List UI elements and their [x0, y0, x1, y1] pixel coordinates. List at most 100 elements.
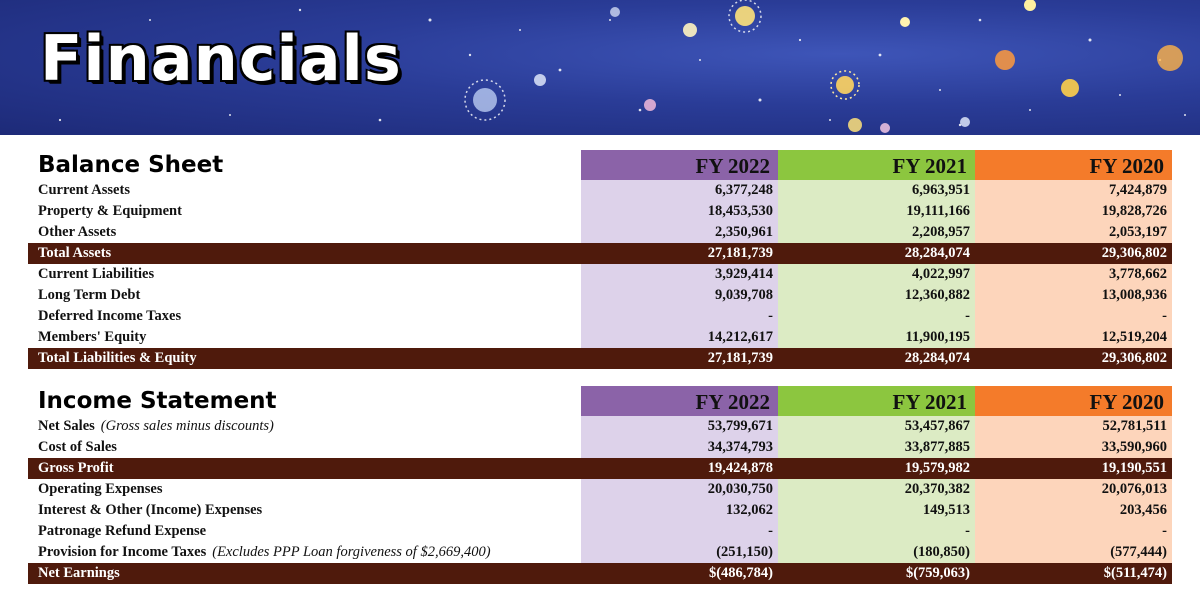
- value-cell-fy2022: 27,181,739: [707, 350, 773, 366]
- row-label: Net Sales (Gross sales minus discounts): [38, 416, 274, 437]
- income-statement-rows: Net Sales (Gross sales minus discounts) 53…: [28, 416, 1172, 584]
- value-cell-fy2020: (577,444): [975, 542, 1172, 563]
- row-label: Gross Profit: [38, 458, 114, 479]
- column-header-fy2020: FY 2020: [975, 386, 1172, 416]
- value-cell-fy2020: 3,778,662: [975, 264, 1172, 285]
- value-cell-fy2020: -: [975, 521, 1172, 542]
- row-label-text: Total Assets: [38, 245, 112, 261]
- row-label: Total Assets: [38, 243, 111, 264]
- value-cell-fy2021: 11,900,195: [778, 327, 975, 348]
- value-cell-fy2021: 20,370,382: [778, 479, 975, 500]
- value-cell-fy2022: $(486,784): [708, 565, 773, 581]
- value-cell-fy2021: 2,208,957: [778, 222, 975, 243]
- row-label: Net Earnings: [38, 563, 120, 584]
- total-row: Gross Profit 19,424,878 19,579,982 19,190,5…: [28, 458, 1172, 479]
- value-cell-fy2021: 6,963,951: [778, 180, 975, 201]
- table-row: Interest & Other (Income) Expenses 132,06…: [28, 500, 1172, 521]
- income-statement-table: Income Statement FY 2022 FY 2021 FY 2020…: [28, 386, 1172, 584]
- value-cell-fy2022: 6,377,248: [581, 180, 778, 201]
- value-cell-fy2021: 12,360,882: [778, 285, 975, 306]
- table-row: Provision for Income Taxes (Excludes PPP …: [28, 542, 1172, 563]
- table-row: Patronage Refund Expense - - -: [28, 521, 1172, 542]
- row-label: Operating Expenses: [38, 479, 162, 500]
- value-cell-fy2022: 27,181,739: [707, 245, 773, 261]
- row-label: Other Assets: [38, 222, 116, 243]
- row-label: Cost of Sales: [38, 437, 117, 458]
- table-row: Long Term Debt 9,039,708 12,360,882 13,008,…: [28, 285, 1172, 306]
- row-label-text: Current Assets: [38, 182, 130, 198]
- total-row: Net Earnings $(486,784) $(759,063) $(511,47…: [28, 563, 1172, 584]
- row-label-text: Other Assets: [38, 224, 117, 240]
- value-cell-fy2022: 53,799,671: [581, 416, 778, 437]
- column-header-fy2020: FY 2020: [975, 150, 1172, 180]
- table-row: Other Assets 2,350,961 2,208,957 2,053,197: [28, 222, 1172, 243]
- value-cell-fy2020: -: [975, 306, 1172, 327]
- value-cell-fy2020: 7,424,879: [975, 180, 1172, 201]
- value-cell-fy2022: -: [581, 306, 778, 327]
- value-cell-fy2020: 2,053,197: [975, 222, 1172, 243]
- value-cell-fy2020: 12,519,204: [975, 327, 1172, 348]
- row-label: Patronage Refund Expense: [38, 521, 206, 542]
- row-label: Deferred Income Taxes: [38, 306, 181, 327]
- value-cell-fy2020: 19,828,726: [975, 201, 1172, 222]
- value-cell-fy2021: 19,111,166: [778, 201, 975, 222]
- value-cell-fy2022: 2,350,961: [581, 222, 778, 243]
- row-label-text: Provision for Income Taxes: [38, 544, 207, 560]
- header-banner: Financials: [0, 0, 1200, 135]
- table-row: Members' Equity 14,212,617 11,900,195 12,51…: [28, 327, 1172, 348]
- row-label-text: Cost of Sales: [38, 439, 117, 455]
- value-cell-fy2020: $(511,474): [1103, 565, 1167, 581]
- balance-sheet-table: Balance Sheet FY 2022 FY 2021 FY 2020 Cu…: [28, 150, 1172, 369]
- value-cell-fy2020: 13,008,936: [975, 285, 1172, 306]
- row-label: Interest & Other (Income) Expenses: [38, 500, 262, 521]
- value-cell-fy2021: $(759,063): [905, 565, 970, 581]
- row-label-text: Deferred Income Taxes: [38, 308, 182, 324]
- row-label: Total Liabilities & Equity: [38, 348, 197, 369]
- row-label-text: Current Liabilities: [38, 266, 155, 282]
- balance-sheet-rows: Current Assets 6,377,248 6,963,951 7,424,87…: [28, 180, 1172, 369]
- row-label-text: Property & Equipment: [38, 203, 182, 219]
- value-cell-fy2021: 28,284,074: [904, 245, 970, 261]
- row-label: Members' Equity: [38, 327, 146, 348]
- value-cell-fy2020: 33,590,960: [975, 437, 1172, 458]
- value-cell-fy2020: 29,306,802: [1101, 350, 1167, 366]
- page-title: Financials: [40, 22, 402, 95]
- row-label: Provision for Income Taxes (Excludes PPP …: [38, 542, 491, 563]
- balance-sheet-title: Balance Sheet: [38, 152, 224, 178]
- column-header-fy2022: FY 2022: [581, 386, 778, 416]
- table-row: Net Sales (Gross sales minus discounts) 53…: [28, 416, 1172, 437]
- income-statement-title: Income Statement: [38, 388, 277, 414]
- row-label-text: Patronage Refund Expense: [38, 523, 207, 539]
- row-label-text: Total Liabilities & Equity: [38, 350, 197, 366]
- row-label: Long Term Debt: [38, 285, 140, 306]
- column-header-fy2021: FY 2021: [778, 386, 975, 416]
- table-row: Operating Expenses 20,030,750 20,370,382 20…: [28, 479, 1172, 500]
- value-cell-fy2022: 34,374,793: [581, 437, 778, 458]
- row-label: Property & Equipment: [38, 201, 182, 222]
- column-header-fy2022: FY 2022: [581, 150, 778, 180]
- table-row: Current Liabilities 3,929,414 4,022,997 3,7…: [28, 264, 1172, 285]
- starry-sky-illustration: [58, 0, 1186, 133]
- value-cell-fy2022: 19,424,878: [707, 460, 773, 476]
- row-label-text: Gross Profit: [38, 460, 114, 476]
- value-cell-fy2021: 33,877,885: [778, 437, 975, 458]
- value-cell-fy2021: (180,850): [778, 542, 975, 563]
- value-cell-fy2021: 149,513: [778, 500, 975, 521]
- value-cell-fy2021: 28,284,074: [904, 350, 970, 366]
- row-label-text: Interest & Other (Income) Expenses: [38, 502, 263, 518]
- total-row: Total Liabilities & Equity 27,181,739 28,2…: [28, 348, 1172, 369]
- total-row: Total Assets 27,181,739 28,284,074 29,306,8…: [28, 243, 1172, 264]
- value-cell-fy2022: 132,062: [581, 500, 778, 521]
- value-cell-fy2021: -: [778, 521, 975, 542]
- row-label-text: Net Sales: [38, 418, 95, 434]
- row-note: (Gross sales minus discounts): [100, 418, 274, 434]
- value-cell-fy2022: 20,030,750: [581, 479, 778, 500]
- value-cell-fy2022: 9,039,708: [581, 285, 778, 306]
- value-cell-fy2020: 203,456: [975, 500, 1172, 521]
- value-cell-fy2022: (251,150): [581, 542, 778, 563]
- row-label-text: Operating Expenses: [38, 481, 163, 497]
- value-cell-fy2022: -: [581, 521, 778, 542]
- table-row: Property & Equipment 18,453,530 19,111,166…: [28, 201, 1172, 222]
- value-cell-fy2020: 29,306,802: [1101, 245, 1167, 261]
- value-cell-fy2020: 19,190,551: [1101, 460, 1167, 476]
